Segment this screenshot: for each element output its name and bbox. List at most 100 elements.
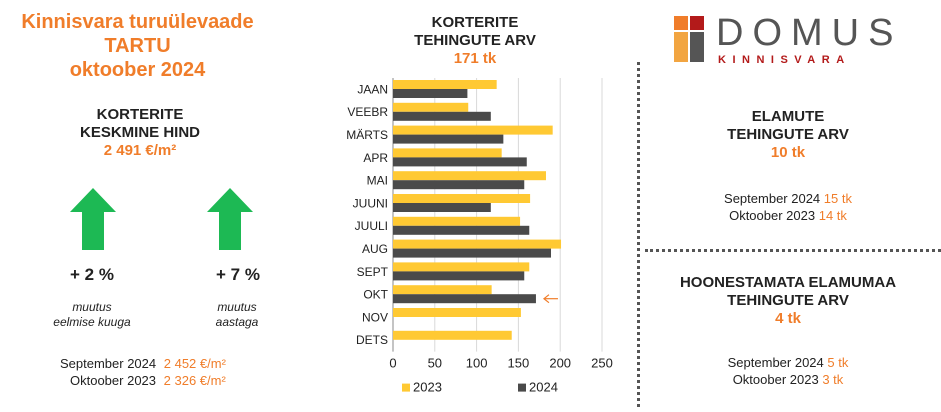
- land-cmp1-value: 5 tk: [827, 355, 849, 370]
- bar-2024-APR: [393, 157, 527, 167]
- price-comparison-sep: September 2024 2 452 €/m²: [60, 355, 226, 372]
- bar-2023-VEEBR: [393, 102, 469, 112]
- price-cmp1-value: 2 452 €/m²: [163, 356, 226, 371]
- houses-cmp2-value: 14 tk: [818, 208, 847, 223]
- price-cmp1-label: September 2024: [60, 356, 157, 371]
- bar-2023-JUUNI: [393, 194, 531, 203]
- up-arrow-icon-year: [207, 188, 253, 250]
- apartment-transactions-chart: JAAN VEEBR MÄRTS APR MAI JUUNI JUULI AUG SEPT OKT…: [346, 78, 613, 395]
- change-month-note-line1: muutus: [72, 300, 112, 314]
- bar-2024-MAI: [393, 180, 525, 190]
- bar-2023-SEPT: [393, 262, 530, 272]
- category-label-1: VEEBR: [347, 105, 388, 119]
- x-tick-150: 150: [508, 356, 530, 371]
- change-year-note-line1: muutus: [217, 300, 257, 314]
- up-arrow-icon-month: [70, 188, 116, 250]
- price-cmp2-value: 2 326 €/m²: [163, 373, 226, 388]
- avg-price-value: 2 491 €/m²: [103, 142, 177, 159]
- land-comparison: September 2024 5 tk Oktoober 2023 3 tk: [643, 354, 933, 388]
- avg-price-label2: KESKMINE HIND: [79, 124, 200, 141]
- category-label-8: SEPT: [357, 265, 389, 279]
- legend-label-2024: 2024: [529, 380, 558, 395]
- bar-2023-MAI: [393, 171, 546, 181]
- category-label-0: JAAN: [357, 82, 388, 96]
- avg-price-label1: KORTERITE: [96, 106, 184, 123]
- land-cmp1-label: September 2024: [727, 355, 824, 370]
- land-cmp2-label: Oktoober 2023: [732, 372, 819, 387]
- category-label-6: JUULI: [355, 219, 388, 233]
- houses-block: ELAMUTE TEHINGUTE ARV 10 tk: [643, 108, 933, 162]
- chart-title: KORTERITE TEHINGUTE ARV 171 tk: [395, 14, 555, 68]
- houses-cmp1: September 2024 15 tk: [643, 190, 933, 207]
- bar-2024-JUUNI: [393, 203, 491, 212]
- houses-label1: ELAMUTE: [751, 108, 825, 125]
- legend-swatch-2024: [518, 383, 526, 392]
- divider-vertical: [637, 62, 640, 407]
- avg-price-block: KORTERITE KESKMINE HIND 2 491 €/m²: [45, 106, 235, 160]
- bar-2023-AUG: [393, 239, 562, 249]
- bar-2023-MÄRTS: [393, 125, 553, 135]
- houses-cmp2: Oktoober 2023 14 tk: [643, 207, 933, 224]
- legend-label-2023: 2023: [413, 380, 442, 395]
- bar-2024-SEPT: [393, 271, 525, 281]
- report-title: Kinnisvara turuülevaade TARTU oktoober 2…: [10, 10, 265, 82]
- x-tick-50: 50: [428, 356, 442, 371]
- houses-label2: TEHINGUTE ARV: [727, 126, 849, 143]
- chart-title-line2: TEHINGUTE ARV: [414, 32, 536, 49]
- bar-2023-APR: [393, 148, 502, 158]
- bar-2023-JAAN: [393, 80, 497, 89]
- category-label-2: MÄRTS: [346, 128, 388, 142]
- bar-2023-DETS: [393, 330, 512, 340]
- legend-swatch-2023: [402, 383, 410, 392]
- category-label-5: JUUNI: [353, 196, 388, 210]
- change-year-note-line2: aastaga: [215, 315, 259, 329]
- chart-title-line1: KORTERITE: [431, 14, 519, 31]
- report-title-city: TARTU: [104, 35, 171, 57]
- houses-cmp1-value: 15 tk: [823, 191, 852, 206]
- bar-2023-NOV: [393, 308, 521, 317]
- bar-2024-VEEBR: [393, 111, 491, 121]
- chart-total: 171 tk: [453, 50, 497, 67]
- price-cmp2-label: Oktoober 2023: [70, 373, 157, 388]
- houses-comparison: September 2024 15 tk Oktoober 2023 14 tk: [643, 190, 933, 224]
- land-label1: HOONESTAMATA ELAMUMAA: [679, 274, 897, 291]
- domus-logo-sub: KINNISVARA: [718, 54, 851, 66]
- divider-horizontal: [645, 249, 941, 252]
- houses-total: 10 tk: [770, 144, 806, 161]
- land-cmp2: Oktoober 2023 3 tk: [643, 371, 933, 388]
- change-month-note: muutus eelmise kuuga: [32, 300, 152, 330]
- category-label-7: AUG: [362, 242, 388, 256]
- category-label-3: APR: [363, 151, 388, 165]
- bar-2023-OKT: [393, 285, 492, 295]
- land-block: HOONESTAMATA ELAMUMAA TEHINGUTE ARV 4 tk: [643, 274, 933, 328]
- bar-2024-JAAN: [393, 89, 468, 98]
- report-title-period: oktoober 2024: [69, 59, 206, 81]
- houses-cmp2-label: Oktoober 2023: [729, 208, 816, 223]
- category-label-9: OKT: [363, 288, 388, 302]
- change-month-note-line2: eelmise kuuga: [53, 315, 131, 329]
- x-tick-200: 200: [549, 356, 571, 371]
- land-label2: TEHINGUTE ARV: [727, 292, 849, 309]
- highlight-arrow-head: [542, 294, 550, 304]
- report-title-line1: Kinnisvara turuülevaade: [21, 11, 254, 33]
- x-tick-100: 100: [466, 356, 488, 371]
- domus-logo-mark-icon: [674, 16, 704, 62]
- bar-2024-JUULI: [393, 225, 530, 235]
- bar-2024-OKT: [393, 294, 536, 304]
- x-tick-250: 250: [591, 356, 613, 371]
- change-month-value: + 2 %: [70, 265, 114, 284]
- bar-2024-MÄRTS: [393, 134, 504, 144]
- change-year-value: + 7 %: [216, 265, 260, 284]
- x-tick-0: 0: [389, 356, 396, 371]
- bar-2024-AUG: [393, 248, 552, 258]
- category-label-4: MAI: [367, 174, 388, 188]
- category-label-10: NOV: [362, 310, 388, 324]
- domus-logo-name: DOMUS: [716, 12, 903, 54]
- bar-2023-JUULI: [393, 216, 521, 226]
- change-year-note: muutus aastaga: [177, 300, 297, 330]
- category-label-11: DETS: [356, 333, 388, 347]
- land-cmp2-value: 3 tk: [822, 372, 844, 387]
- domus-logo: DOMUS KINNISVARA: [664, 8, 926, 70]
- land-total: 4 tk: [775, 310, 801, 327]
- houses-cmp1-label: September 2024: [724, 191, 821, 206]
